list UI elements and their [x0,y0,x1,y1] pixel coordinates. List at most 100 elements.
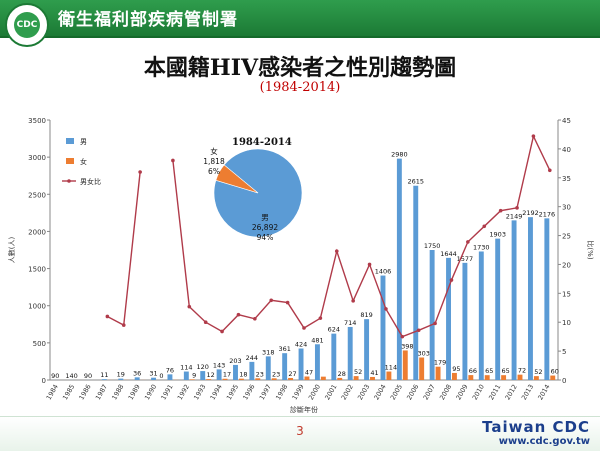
male-value-label: 2176 [539,210,556,218]
female-bar [501,375,506,380]
ratio-point [482,225,486,229]
ratio-point [187,305,191,309]
pie-label-female-count: 1,818 [203,157,225,166]
male-value-label: 1903 [489,231,506,239]
female-bar [190,379,195,380]
female-bar [255,378,260,380]
y-tick-label: 2000 [28,228,46,236]
male-value-label: 19 [117,371,125,379]
x-tick-label: 1988 [110,383,125,401]
pie-label-male-count: 26,892 [252,223,278,232]
female-value-label: 23 [272,370,280,378]
male-value-label: 244 [246,354,258,362]
female-bar [337,378,342,380]
female-value-label: 398 [401,342,413,350]
female-value-label: 23 [256,370,264,378]
male-value-label: 1750 [424,242,441,250]
x-tick-label: 1994 [209,383,224,401]
female-value-label: 72 [518,367,526,375]
y2-tick-label: 25 [562,233,571,241]
male-bar [282,353,287,380]
ratio-point [515,206,519,210]
x-tick-label: 2011 [487,383,502,401]
ratio-point [269,298,273,302]
x-tick-label: 1990 [143,383,158,401]
male-value-label: 714 [344,319,356,327]
male-value-label: 120 [197,363,209,371]
y2-tick-label: 30 [562,204,571,212]
x-tick-label: 1989 [127,383,142,401]
pie-label-female-name: 女 [210,146,218,156]
y-tick-label: 2500 [28,191,46,199]
ratio-point [417,329,421,333]
legend-label-female: 女 [80,157,87,166]
female-bar [321,377,326,380]
male-value-label: 114 [180,364,192,372]
male-value-label: 143 [213,361,225,369]
male-bar [544,218,549,380]
female-value-label: 9 [192,371,196,379]
x-tick-label: 2000 [307,383,322,401]
x-tick-label: 2006 [405,383,420,401]
male-value-label: 481 [311,336,323,344]
male-value-label: 2192 [522,209,539,217]
x-tick-label: 2001 [323,383,338,401]
ratio-point [401,335,405,339]
y-tick-label: 1500 [28,266,46,274]
male-value-label: 2980 [391,151,408,159]
slide-title: 本國籍HIV感染者之性別趨勢圖 [0,50,600,82]
male-value-label: 11 [100,371,108,379]
male-bar [462,263,467,380]
male-value-label: 36 [133,369,141,377]
female-value-label: 18 [239,371,247,379]
male-value-label: 90 [51,372,59,380]
male-bar [151,378,156,380]
male-value-label: 361 [278,345,290,353]
male-bar [299,349,304,380]
ratio-point [253,317,257,321]
female-value-label: 41 [370,369,378,377]
male-value-label: 624 [328,326,340,334]
male-value-label: 819 [360,311,372,319]
y-tick-label: 0 [42,377,46,385]
female-bar [518,375,523,380]
male-bar [315,344,320,380]
x-tick-label: 1984 [45,383,60,401]
ratio-point [286,301,290,305]
ratio-point [384,307,388,311]
female-value-label: 60 [551,368,559,376]
x-tick-label: 1985 [61,383,76,401]
ratio-point [220,330,224,334]
male-value-label: 1644 [440,250,457,258]
x-tick-label: 2009 [454,383,469,401]
pie-title: 1984-2014 [232,137,292,148]
x-tick-label: 2002 [340,383,355,401]
male-value-label: 1730 [473,243,490,251]
male-bar [348,327,353,380]
agency-name: 衛生福利部疾病管制署 [58,5,238,30]
male-bar [118,379,123,380]
ratio-point [433,322,437,326]
male-bar [135,377,140,380]
x-tick-label: 1991 [159,383,174,401]
male-bar [102,379,107,380]
x-tick-label: 2003 [356,383,371,401]
female-value-label: 179 [434,359,446,367]
female-bar [452,373,457,380]
male-value-label: 318 [262,348,274,356]
male-value-label: 2615 [407,178,424,186]
female-value-label: 0 [159,372,163,380]
x-tick-label: 2004 [372,383,387,401]
female-value-label: 47 [305,369,313,377]
male-value-label: 31 [149,370,157,378]
ratio-point [122,323,126,327]
male-bar [184,372,189,380]
ratio-point [368,263,372,267]
y-tick-label: 500 [33,340,46,348]
male-bar [364,319,369,380]
male-bar [249,362,254,380]
y2-tick-label: 20 [562,261,571,269]
y2-tick-label: 35 [562,175,571,183]
male-bar [167,374,172,380]
female-value-label: 12 [206,371,214,379]
